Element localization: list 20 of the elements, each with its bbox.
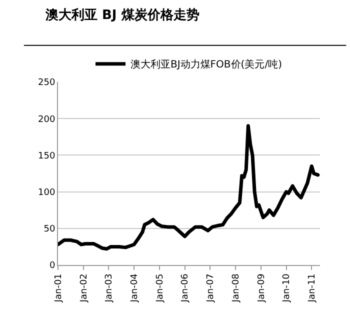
x-tick-label: Jan-01: [54, 274, 64, 304]
x-tick-label: Jan-09: [256, 273, 267, 304]
x-tick-label: Jan-11: [308, 274, 318, 304]
x-tick-label: Jan-02: [79, 274, 90, 304]
y-tick-label: 200: [38, 114, 56, 125]
y-tick-label: 100: [38, 188, 56, 198]
chart-title: 澳大利亚 BJ 煤炭价格走势: [44, 6, 200, 23]
legend-label: 澳大利亚BJ动力煤FOB价(美元/吨): [130, 58, 282, 71]
x-tick-label: Jan-03: [104, 274, 115, 304]
x-tick-label: Jan-06: [180, 273, 191, 304]
x-tick-label: Jan-04: [130, 273, 140, 304]
y-tick-label: 50: [44, 224, 56, 235]
x-tick-label: Jan-05: [155, 274, 166, 304]
y-tick-label: 250: [38, 78, 56, 88]
x-tick-label: Jan-08: [231, 273, 242, 304]
line-series: [58, 124, 320, 251]
y-tick-label: 0: [49, 261, 56, 272]
x-tick-label: Jan-10: [282, 273, 292, 304]
x-tick-label: Jan-07: [206, 274, 216, 304]
y-tick-label: 150: [38, 151, 56, 162]
